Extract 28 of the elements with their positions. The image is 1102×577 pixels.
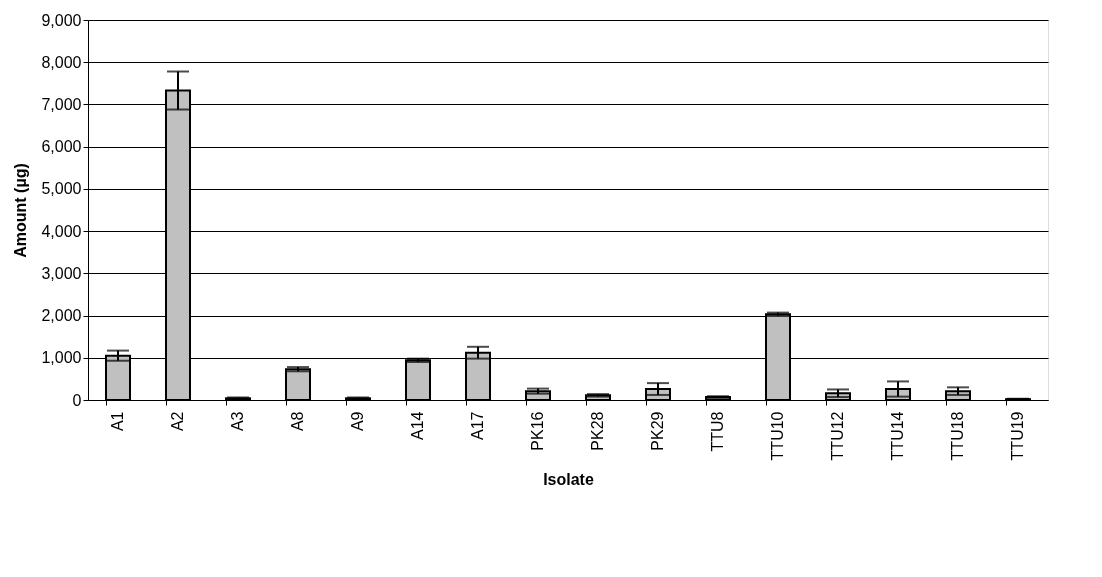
x-tick-label: A3 xyxy=(229,411,246,432)
x-tick-label: A14 xyxy=(409,411,426,440)
x-tick-label: TTU12 xyxy=(829,411,846,461)
y-tick-label: 2,000 xyxy=(41,307,82,325)
y-tick-label: 1,000 xyxy=(41,349,82,367)
y-tick-label: 0 xyxy=(72,391,82,409)
x-tick-label: TTU14 xyxy=(889,411,906,461)
x-axis-title: Isolate xyxy=(543,471,594,489)
x-tick-label: TTU8 xyxy=(709,411,726,452)
y-axis-title: Amount (µg) xyxy=(12,163,30,258)
y-tick-label: 4,000 xyxy=(41,222,82,240)
x-tick-label: A8 xyxy=(289,411,306,432)
x-tick-label: PK29 xyxy=(649,411,666,451)
x-tick-label: TTU10 xyxy=(769,411,786,461)
x-tick-label: TTU18 xyxy=(949,411,966,461)
x-tick-label: A1 xyxy=(109,411,126,432)
x-tick-label: A9 xyxy=(349,411,366,432)
y-tick-label: 8,000 xyxy=(41,53,82,71)
x-tick-label: PK16 xyxy=(529,411,546,451)
x-tick-label: TTU19 xyxy=(1009,411,1026,461)
x-tick-label: PK28 xyxy=(589,411,606,451)
x-tick-label: A17 xyxy=(469,411,486,440)
y-tick-label: 5,000 xyxy=(41,180,82,198)
y-tick-label: 6,000 xyxy=(41,138,82,156)
y-tick-label: 9,000 xyxy=(41,11,82,29)
y-tick-label: 3,000 xyxy=(41,264,82,282)
x-tick-label: A2 xyxy=(169,411,186,432)
y-tick-label: 7,000 xyxy=(41,95,82,113)
